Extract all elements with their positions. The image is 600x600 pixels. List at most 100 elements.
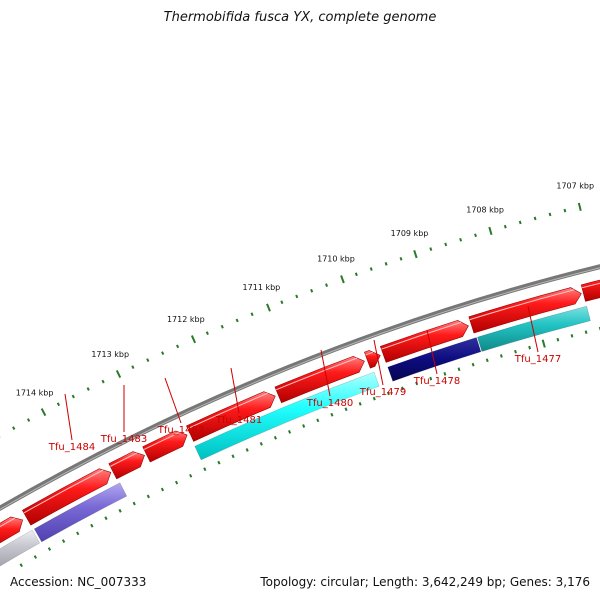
ruler-minor-tick [429,247,433,251]
ruler-minor-tick [146,358,150,362]
inner-tick [443,372,447,376]
ruler-minor-tick [220,324,224,329]
gene-forward-highlight [365,351,373,356]
ruler-major-tick [266,303,271,312]
gene-forward[interactable] [364,350,381,369]
ruler-major-tick [488,226,493,236]
ruler-minor-tick [176,344,180,349]
ruler-minor-tick [26,418,31,422]
ruler-major-tick [340,275,345,284]
genome-summary: Topology: circular; Length: 3,642,249 bp… [260,575,590,589]
inner-tick [245,448,249,452]
gene-forward[interactable] [142,430,188,463]
ruler-major-tick [40,408,47,417]
gene-forward[interactable] [22,468,112,526]
gene-leader-line [164,377,182,424]
inner-tick [33,555,38,559]
gene-forward[interactable] [580,272,600,302]
inner-tick [146,494,150,499]
ruler-minor-tick [71,394,75,399]
gene-forward-highlight [110,452,137,467]
inner-tick [386,391,390,396]
inner-tick [429,376,433,381]
inner-tick [217,460,221,465]
inner-tick [259,441,263,446]
inner-tick [485,358,489,363]
gene-forward-highlight [581,282,600,289]
gene-label: Tfu_1478 [413,376,460,387]
ruler-minor-tick [459,237,463,242]
inner-tick [189,473,193,478]
gene-forward[interactable] [274,355,365,404]
gene-reverse[interactable] [33,482,128,543]
gene-label: Tfu_1481 [215,415,262,426]
inner-tick [61,539,66,543]
ruler-minor-tick [101,379,105,384]
ruler-minor-tick [131,365,135,369]
ruler-minor-tick [563,208,567,213]
gene-forward-highlight [275,357,358,391]
ruler-label: 1710 kbp [317,254,355,263]
inner-tick [541,339,546,348]
gene-reverse[interactable] [0,529,41,569]
gene-label: Tfu_1479 [359,387,406,398]
map-title: Thermobifida fusca YX, complete genome [163,10,437,25]
ruler-minor-tick [56,402,61,407]
gene-reverse[interactable] [477,305,591,352]
gene-forward[interactable] [468,287,582,334]
ruler-minor-tick [518,220,522,225]
gene-forward[interactable] [108,451,145,480]
ruler-minor-tick [161,351,165,356]
ruler-label: 1712 kbp [167,315,205,324]
inner-tick [302,424,306,428]
gene-label: Tfu_1477 [514,354,561,365]
inner-tick [273,435,277,440]
inner-tick [372,396,376,401]
ruler-minor-tick [280,300,284,305]
gene-forward-highlight [0,517,15,528]
ruler-minor-tick [399,257,403,261]
gene-forward[interactable] [186,391,276,442]
ruler-minor-tick [354,272,358,277]
ruler-minor-tick [533,216,537,221]
ruler-minor-tick [86,387,90,391]
gene-leader-line [64,393,73,441]
ruler-label: 1707 kbp [556,181,594,190]
ruler-label: 1708 kbp [466,206,504,215]
inner-tick [570,334,574,338]
inner-tick [457,367,461,372]
gene-leader-line [373,339,384,386]
inner-tick [288,429,292,434]
gene-reverse[interactable] [194,371,380,461]
gene-forward-highlight [469,289,575,321]
inner-tick [47,547,52,551]
gene-leader-line [527,305,539,353]
gene-label: Tfu_1480 [306,398,353,409]
gene-leader-line [320,349,331,397]
ruler-minor-tick [325,283,329,287]
inner-tick [556,337,560,342]
gene-reverse[interactable] [387,337,482,382]
inner-tick [90,523,94,528]
inner-tick [76,531,80,536]
inner-tick [344,407,348,412]
ruler-label: 1711 kbp [243,283,281,292]
gene-forward-highlight [187,392,268,430]
genome-backbone-highlight [0,267,600,510]
inner-tick [231,454,235,459]
ruler-label: 1713 kbp [91,350,129,359]
gene-leader-line [230,367,240,414]
inner-tick [104,516,108,521]
ruler-minor-tick [12,426,16,431]
inner-tick [528,345,532,350]
ruler-major-tick [190,335,197,344]
ruler-minor-tick [384,262,388,266]
ruler-minor-tick [503,224,507,229]
gene-forward[interactable] [379,320,469,363]
ruler-minor-tick [250,312,254,317]
ruler-minor-tick [235,318,239,323]
ruler-major-tick [115,369,122,379]
inner-tick [358,402,362,406]
inner-tick [415,381,419,386]
